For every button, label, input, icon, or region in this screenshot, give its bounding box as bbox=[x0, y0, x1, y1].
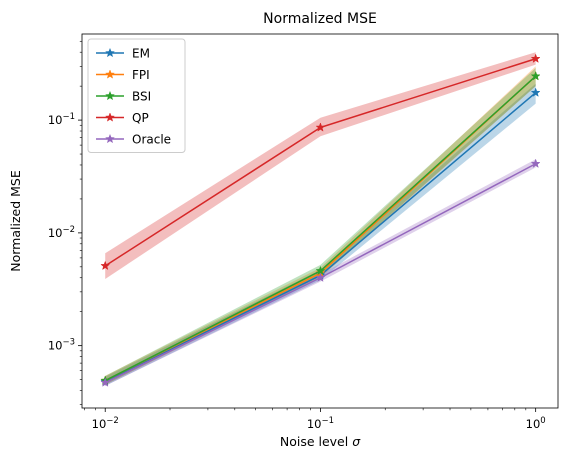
axis-ticks: 10−2 10−1 100 10−3 10−2 10−1 bbox=[48, 40, 546, 431]
point-qp-1 bbox=[315, 122, 326, 132]
y-tick-label-1: 10−2 bbox=[48, 225, 75, 240]
series-lines bbox=[100, 53, 541, 387]
x-tick-label-2: 100 bbox=[526, 416, 546, 431]
y-axis-label: Normalized MSE bbox=[8, 170, 23, 272]
axes bbox=[81, 33, 559, 409]
band-em bbox=[105, 83, 536, 386]
legend: EM FPI BSI QP Oracle bbox=[87, 38, 186, 153]
point-qp-0 bbox=[100, 260, 111, 271]
legend-label-bsi: BSI bbox=[132, 90, 151, 104]
x-axis-label-symbol: σ bbox=[352, 434, 361, 449]
legend-marker-em bbox=[105, 47, 115, 58]
legend-marker-fpi bbox=[105, 69, 115, 79]
y-tick-label-0: 10−3 bbox=[48, 338, 75, 353]
point-bsi-2 bbox=[530, 70, 541, 81]
point-qp-2 bbox=[530, 53, 541, 63]
point-oracle-1 bbox=[315, 272, 326, 282]
chart-title: Normalized MSE bbox=[263, 11, 377, 27]
legend-label-em: EM bbox=[132, 47, 150, 61]
legend-box bbox=[87, 38, 186, 153]
legend-label-oracle: Oracle bbox=[132, 133, 171, 147]
x-axis-label: Noise level σ bbox=[280, 434, 361, 449]
legend-label-fpi: FPI bbox=[132, 68, 150, 82]
x-tick-label-0: 10−2 bbox=[92, 416, 119, 431]
legend-label-qp: QP bbox=[132, 111, 149, 125]
y-tick-label-2: 10−1 bbox=[48, 112, 75, 127]
legend-marker-qp bbox=[105, 112, 115, 122]
band-qp bbox=[105, 52, 536, 279]
x-tick-label-1: 10−1 bbox=[307, 416, 334, 431]
x-axis-label-text: Noise level bbox=[280, 434, 348, 449]
legend-marker-bsi bbox=[105, 90, 115, 101]
legend-marker-oracle bbox=[105, 133, 115, 144]
point-em-2 bbox=[530, 87, 541, 97]
point-oracle-2 bbox=[530, 158, 541, 168]
plot-area-frame bbox=[81, 33, 559, 409]
point-oracle-0 bbox=[100, 377, 111, 387]
